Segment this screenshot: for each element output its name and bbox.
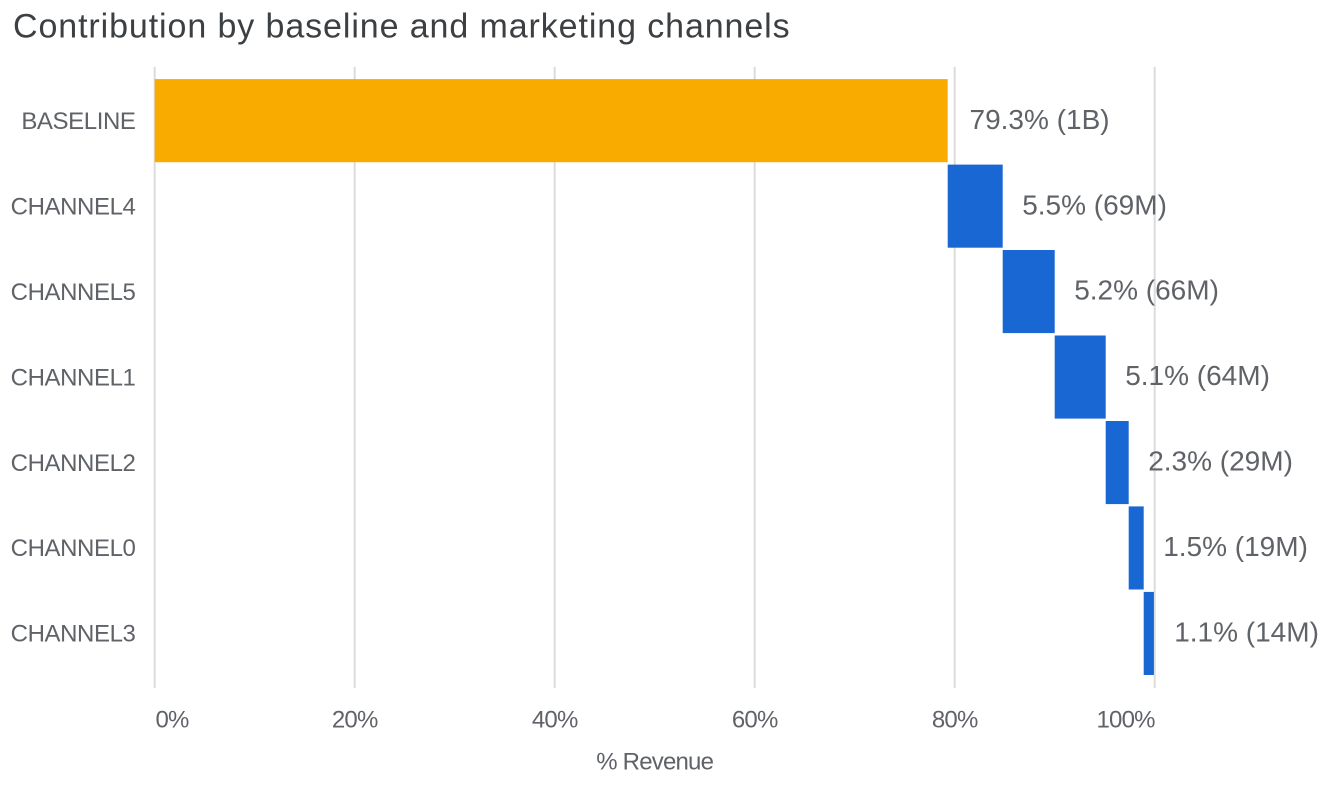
svg-text:CHANNEL3: CHANNEL3 [11,621,136,648]
svg-text:CHANNEL2: CHANNEL2 [11,450,136,477]
svg-text:CHANNEL5: CHANNEL5 [11,279,136,306]
svg-text:0%: 0% [156,706,190,733]
svg-text:60%: 60% [732,706,778,733]
svg-text:5.1% (64M): 5.1% (64M) [1125,360,1270,391]
svg-text:2.3% (29M): 2.3% (29M) [1148,446,1293,477]
svg-text:1.1% (14M): 1.1% (14M) [1174,617,1319,648]
svg-text:5.5% (69M): 5.5% (69M) [1022,189,1167,220]
svg-text:100%: 100% [1097,706,1156,733]
svg-text:BASELINE: BASELINE [21,108,135,135]
svg-text:CHANNEL0: CHANNEL0 [11,535,136,562]
svg-text:CHANNEL4: CHANNEL4 [11,193,136,220]
svg-text:Contribution by baseline and m: Contribution by baseline and marketing c… [13,8,791,46]
svg-text:% Revenue: % Revenue [596,749,713,776]
svg-text:20%: 20% [332,706,378,733]
svg-text:CHANNEL1: CHANNEL1 [11,364,136,391]
svg-text:79.3% (1B): 79.3% (1B) [970,104,1110,135]
svg-text:80%: 80% [932,706,978,733]
svg-text:1.5% (19M): 1.5% (19M) [1163,531,1308,562]
svg-text:5.2% (66M): 5.2% (66M) [1074,275,1219,306]
svg-text:40%: 40% [532,706,578,733]
